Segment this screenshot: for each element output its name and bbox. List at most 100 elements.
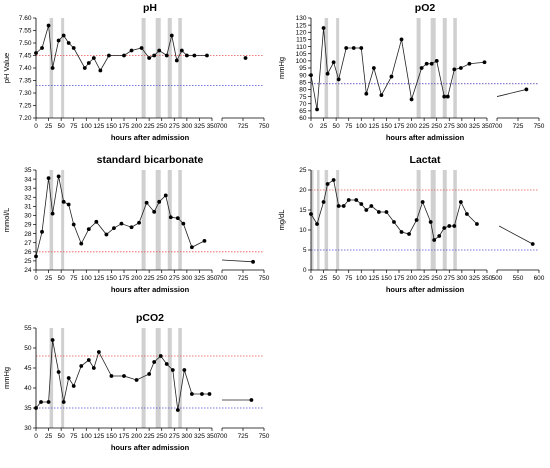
shaded-band xyxy=(141,170,146,270)
x-tick-label: 350 xyxy=(207,275,218,282)
data-point xyxy=(458,66,463,70)
chart-title: pO2 xyxy=(415,2,436,14)
data-point xyxy=(112,226,116,231)
y-tick-label: 35 xyxy=(24,167,32,174)
y-axis-label: mg/dL xyxy=(277,210,286,231)
data-point xyxy=(157,48,162,53)
x-tick-label: 300 xyxy=(181,275,192,282)
data-point xyxy=(91,56,96,60)
series-line xyxy=(310,179,478,241)
y-tick-label: 95 xyxy=(299,65,307,72)
x-tick-label: 75 xyxy=(70,275,78,282)
shaded-band xyxy=(336,170,340,270)
x-tick-label: 250 xyxy=(156,275,167,282)
y-tick-label: 55 xyxy=(24,325,32,332)
data-point xyxy=(309,73,313,78)
x-tick-label: 250 xyxy=(431,275,442,282)
chart-pco2: pCO2 30 35 40 45 50 55 0 25 50 75 100 125 150 175 200 22… xyxy=(0,310,270,460)
y-tick-label: 125 xyxy=(296,22,307,29)
x-tick-label: 200 xyxy=(406,275,417,282)
data-point xyxy=(86,61,91,65)
data-point xyxy=(79,241,84,246)
data-point xyxy=(464,212,469,216)
data-point xyxy=(39,400,43,404)
data-point xyxy=(61,33,66,38)
data-point xyxy=(447,224,452,228)
y-tick-label: 27 xyxy=(24,240,32,247)
data-point xyxy=(249,398,254,402)
x-tick-label: 250 xyxy=(156,123,167,130)
y-tick-label: 26 xyxy=(24,249,32,256)
data-point xyxy=(458,200,463,204)
data-point xyxy=(170,368,175,372)
x-tick-label: 125 xyxy=(93,275,104,282)
x-tick-label: 725 xyxy=(513,123,524,130)
data-point xyxy=(56,370,61,374)
x-tick-label: 50 xyxy=(58,433,66,440)
y-tick-label: 10 xyxy=(299,227,307,234)
data-point xyxy=(181,221,186,226)
data-point xyxy=(351,46,356,50)
shaded-band xyxy=(167,328,172,428)
y-axis-label: mmHg xyxy=(2,367,11,389)
data-point xyxy=(414,218,419,222)
data-point xyxy=(71,46,76,50)
y-axis-label: mmHg xyxy=(277,57,286,79)
x-tick-label: 25 xyxy=(45,433,53,440)
x-tick-label: 100 xyxy=(81,275,92,282)
data-point xyxy=(129,48,134,53)
data-point xyxy=(134,378,139,382)
chart-bicarbonate: standard bicarbonate 24 25 26 27 28 29 30 31 32 33… xyxy=(0,152,270,302)
data-point xyxy=(409,97,414,102)
x-tick-label: 300 xyxy=(181,123,192,130)
data-point xyxy=(251,259,255,264)
x-tick-label: 225 xyxy=(419,275,430,282)
shaded-band xyxy=(430,18,436,118)
x-tick-label: 300 xyxy=(456,123,467,130)
shaded-band xyxy=(61,170,65,270)
x-tick-label: 750 xyxy=(534,123,545,130)
x-tick-label: 275 xyxy=(169,123,180,130)
x-tick-label: 100 xyxy=(81,123,92,130)
y-tick-label: 32 xyxy=(24,194,32,201)
data-point xyxy=(331,60,336,65)
data-point xyxy=(331,178,336,182)
x-tick-label: 150 xyxy=(106,433,117,440)
data-point xyxy=(336,204,341,208)
data-point xyxy=(50,338,55,342)
x-tick-label: 125 xyxy=(93,433,104,440)
y-tick-label: 40 xyxy=(24,385,32,392)
x-tick-label: 50 xyxy=(58,275,66,282)
data-point xyxy=(104,232,109,237)
data-point xyxy=(524,87,529,92)
shaded-band xyxy=(442,18,447,118)
x-tick-label: 75 xyxy=(345,275,353,282)
shaded-band xyxy=(141,328,146,428)
data-point xyxy=(359,46,364,50)
x-tick-label: 550 xyxy=(513,275,524,282)
x-tick-label: 700 xyxy=(217,433,228,440)
x-tick-label: 350 xyxy=(482,123,493,130)
data-point xyxy=(158,354,163,358)
shaded-band xyxy=(453,170,457,270)
x-tick-label: 150 xyxy=(381,123,392,130)
y-tick-label: 7.25 xyxy=(19,103,32,110)
x-tick-label: 50 xyxy=(333,275,341,282)
data-point xyxy=(79,364,84,368)
x-tick-label: 225 xyxy=(144,433,155,440)
data-point xyxy=(56,38,61,43)
y-tick-label: 7.45 xyxy=(19,53,32,60)
shaded-band xyxy=(311,170,314,270)
data-point xyxy=(399,37,404,42)
y-tick-label: 29 xyxy=(24,222,32,229)
x-tick-label: 0 xyxy=(34,433,38,440)
y-tick-label: 7.20 xyxy=(19,115,32,122)
chart-svg: pCO2 30 35 40 45 50 55 0 25 50 75 100 125 150 175 200 22… xyxy=(2,312,270,452)
x-tick-label: 350 xyxy=(207,123,218,130)
data-point xyxy=(34,51,38,55)
data-point xyxy=(315,222,319,226)
data-point xyxy=(200,392,204,396)
data-point xyxy=(40,229,44,234)
shaded-band xyxy=(49,170,54,270)
x-tick-label: 700 xyxy=(492,123,503,130)
